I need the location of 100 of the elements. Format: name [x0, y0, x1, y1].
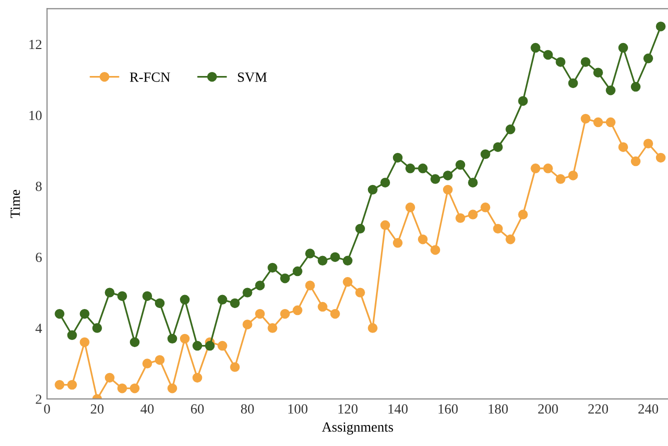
point: [330, 252, 340, 262]
point: [580, 57, 590, 67]
point: [230, 298, 240, 308]
point: [630, 82, 641, 92]
point: [268, 323, 278, 333]
point: [643, 54, 654, 64]
point: [418, 234, 428, 244]
point: [442, 170, 453, 180]
point: [518, 210, 528, 220]
point: [405, 202, 416, 212]
point: [204, 340, 215, 351]
point: [480, 202, 490, 212]
point: [468, 210, 478, 220]
point: [342, 256, 352, 266]
point: [593, 68, 603, 78]
point: [580, 114, 590, 124]
point: [418, 164, 428, 174]
point: [268, 262, 278, 273]
x-tick-label: 60: [190, 404, 204, 414]
point: [618, 142, 628, 152]
point: [480, 149, 490, 160]
point: [630, 156, 641, 166]
point: [218, 294, 228, 305]
point: [67, 380, 77, 390]
point: [442, 184, 453, 195]
point: [543, 50, 553, 60]
point: [80, 337, 90, 348]
point: [192, 340, 202, 351]
x-axis-title: Assignments: [322, 422, 394, 435]
x-tick-label: 220: [588, 404, 608, 414]
point: [192, 372, 202, 383]
point: [455, 213, 466, 223]
point: [606, 85, 616, 96]
point: [280, 274, 290, 284]
x-tick-label: 140: [388, 404, 408, 414]
point: [117, 291, 128, 301]
point: [104, 372, 115, 383]
x-tick-label: 200: [538, 404, 558, 414]
point: [67, 330, 77, 340]
point: [643, 138, 654, 148]
point: [142, 291, 152, 301]
point: [368, 323, 378, 333]
point: [130, 337, 140, 348]
point: [230, 362, 240, 372]
point: [255, 308, 265, 319]
point: [518, 96, 528, 106]
legend-label: R-FCN: [130, 72, 170, 82]
point: [292, 305, 302, 316]
x-tick-label: 180: [488, 404, 508, 414]
point: [656, 152, 666, 163]
point: [618, 42, 628, 53]
point: [255, 280, 265, 290]
x-tick-label: 40: [140, 404, 154, 414]
point: [167, 334, 178, 344]
point: [54, 308, 64, 319]
point: [430, 174, 440, 184]
point: [455, 160, 466, 170]
point: [130, 383, 140, 394]
point: [305, 280, 315, 290]
point: [154, 298, 165, 308]
x-tick-label: 0: [44, 404, 50, 414]
point: [556, 174, 566, 184]
point: [117, 383, 128, 394]
point: [656, 22, 666, 32]
point: [606, 117, 616, 128]
point: [593, 117, 603, 128]
point: [242, 320, 252, 330]
point: [80, 308, 90, 319]
point: [380, 220, 390, 230]
point: [318, 302, 328, 312]
point: [405, 164, 416, 174]
point: [92, 323, 102, 333]
point: [556, 57, 566, 67]
y-tick-label: 10: [30, 110, 42, 120]
point: [180, 334, 190, 344]
point: [355, 224, 366, 234]
y-tick-label: 2: [36, 394, 42, 404]
x-tick-label: 240: [638, 404, 658, 414]
point: [104, 288, 115, 298]
y-tick-label: 8: [36, 182, 42, 192]
point: [218, 340, 228, 351]
point: [493, 224, 503, 234]
point: [280, 308, 290, 319]
x-tick-label: 160: [438, 404, 458, 414]
point: [154, 355, 165, 365]
x-tick-label: 120: [338, 404, 358, 414]
point: [543, 164, 553, 174]
point: [330, 308, 340, 319]
x-tick-label: 100: [288, 404, 308, 414]
point: [506, 124, 516, 134]
point: [392, 152, 403, 163]
point: [568, 170, 578, 180]
point: [380, 178, 390, 188]
point: [54, 380, 64, 390]
y-tick-label: 4: [35, 324, 42, 333]
point: [368, 184, 378, 195]
point: [392, 238, 403, 248]
point: [530, 42, 540, 53]
y-tick-label: 12: [30, 40, 42, 50]
x-tick-label: 80: [241, 404, 254, 414]
